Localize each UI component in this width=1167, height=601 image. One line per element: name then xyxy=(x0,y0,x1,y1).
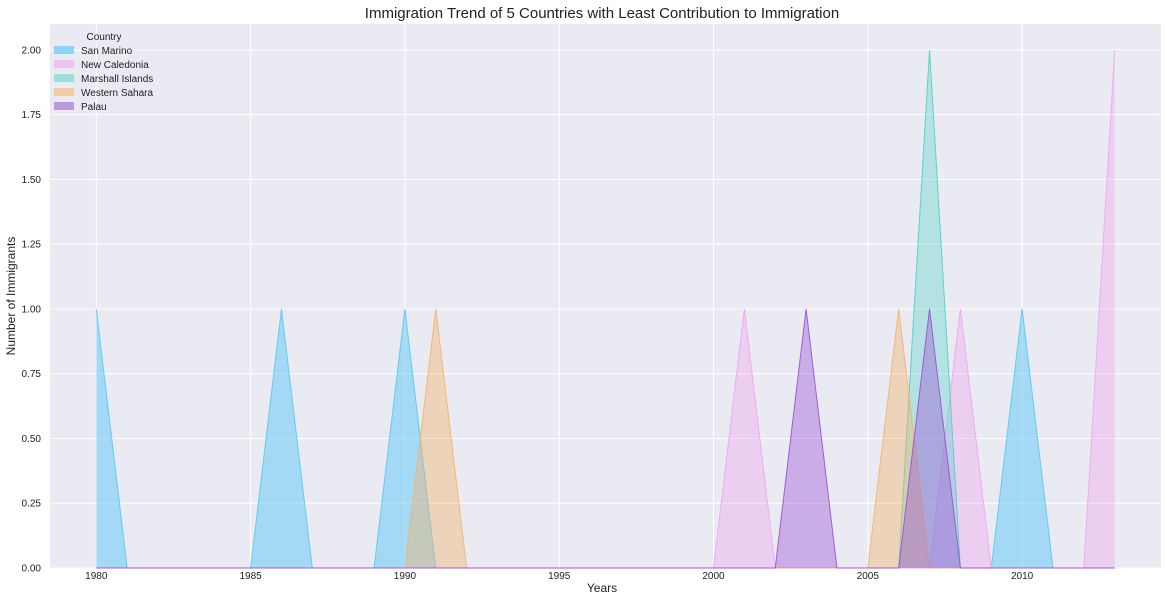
series-areas xyxy=(95,49,1116,569)
x-tick-label: 1980 xyxy=(85,571,108,582)
x-tick-label: 2010 xyxy=(1011,571,1034,582)
x-tick-label: 2005 xyxy=(857,571,880,582)
legend-swatch-2 xyxy=(54,74,74,82)
y-tick-label: 0.25 xyxy=(22,499,42,510)
x-axis-ticks: 1980 1985 1990 1995 2000 2005 2010 xyxy=(85,571,1034,582)
y-tick-label: 1.25 xyxy=(22,240,42,251)
plot-background xyxy=(50,24,1161,568)
x-tick-label: 1995 xyxy=(548,571,571,582)
legend-label-3: Western Sahara xyxy=(81,88,154,99)
legend-label-1: New Caledonia xyxy=(81,60,149,71)
legend-title: Country xyxy=(86,32,121,43)
legend-swatch-1 xyxy=(54,60,74,68)
legend-swatch-0 xyxy=(54,46,74,54)
y-tick-label: 0.75 xyxy=(22,369,42,380)
y-tick-label: 0.00 xyxy=(22,564,42,575)
y-tick-label: 1.50 xyxy=(22,175,42,186)
legend: Country San Marino New Caledonia Marshall … xyxy=(54,32,154,113)
x-tick-label: 1985 xyxy=(239,571,262,582)
y-axis-ticks: 0.00 0.25 0.50 0.75 1.00 1.25 1.50 1.75 2.00 xyxy=(22,45,42,574)
y-axis-label: Number of Immigrants xyxy=(4,237,18,356)
y-tick-label: 1.75 xyxy=(22,110,42,121)
x-axis-label: Years xyxy=(587,581,617,595)
series-area-0 xyxy=(96,308,1115,568)
legend-swatch-3 xyxy=(54,88,74,96)
x-tick-label: 2000 xyxy=(702,571,725,582)
y-tick-label: 2.00 xyxy=(22,45,42,56)
grid-lines xyxy=(50,24,1161,569)
legend-label-0: San Marino xyxy=(81,46,133,57)
y-tick-label: 1.00 xyxy=(22,304,42,315)
legend-label-4: Palau xyxy=(81,102,107,113)
y-tick-label: 0.50 xyxy=(22,434,42,445)
legend-swatch-4 xyxy=(54,102,74,110)
chart-title: Immigration Trend of 5 Countries with Le… xyxy=(365,5,839,22)
series-line-4 xyxy=(96,308,1115,569)
x-tick-label: 1990 xyxy=(394,571,417,582)
series-area-3 xyxy=(96,308,1115,568)
legend-label-2: Marshall Islands xyxy=(81,74,153,85)
